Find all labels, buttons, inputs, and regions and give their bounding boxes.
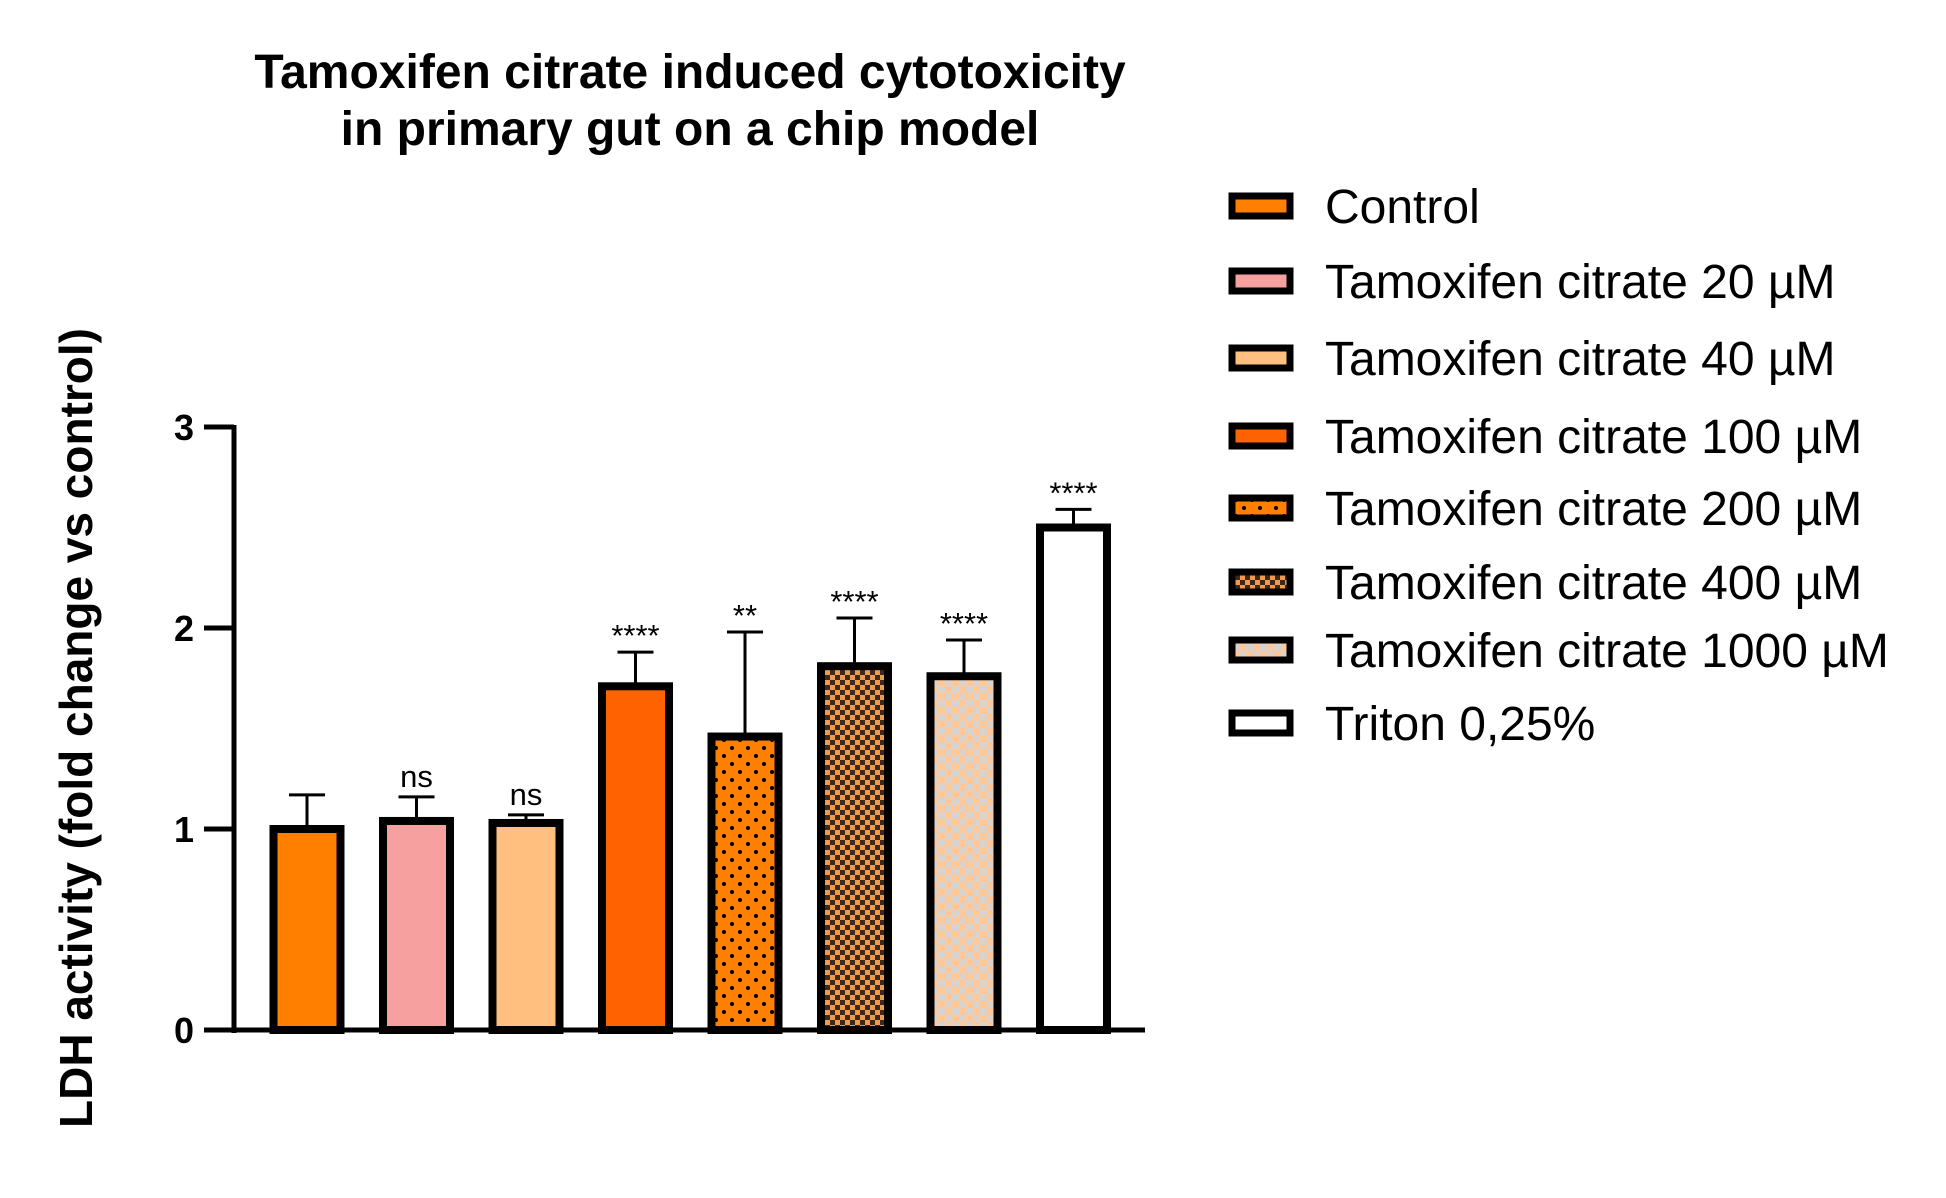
y-axis-label: LDH activity (fold change vs control) [50,328,102,1128]
legend-swatch [1228,192,1294,220]
significance-label: **** [611,618,659,653]
y-tick-label: 0 [174,1010,194,1051]
legend-swatch [1228,422,1294,450]
legend-label: Tamoxifen citrate 20 µM [1325,256,1836,309]
bar [488,818,564,1034]
y-axis-label-group: LDH activity (fold change vs control) [50,328,102,1128]
bar [926,672,1002,1034]
legend-label: Control [1325,181,1480,234]
significance-label: ns [400,759,433,794]
legend-swatch [1228,568,1294,596]
significance-label: **** [940,606,988,641]
bar [1036,523,1111,1034]
legend-swatch [1228,494,1294,522]
legend-label: Tamoxifen citrate 200 µM [1325,483,1862,536]
significance-label: ns [510,777,543,812]
bar [707,732,783,1034]
y-tick-label: 3 [174,407,194,448]
legend-label: Triton 0,25% [1325,698,1595,751]
chart-title-line: in primary gut on a chip model [341,103,1040,156]
bar [817,662,892,1034]
bar [379,816,454,1035]
y-tick-label: 2 [174,608,194,649]
legend-label: Tamoxifen citrate 100 µM [1325,411,1862,464]
legend-swatch [1228,709,1294,737]
y-tick-label: 1 [174,809,194,850]
bar [269,825,345,1034]
legend-swatch [1228,344,1294,372]
significance-label: ** [733,598,757,633]
chart-title-line: Tamoxifen citrate induced cytotoxicity [254,46,1126,99]
legend-swatch [1228,636,1294,664]
significance-label: **** [1049,475,1097,510]
legend-label: Tamoxifen citrate 40 µM [1325,333,1836,386]
legend: Control Tamoxifen citrate 20 µM Tamoxifen … [1228,181,1889,751]
significance-label: **** [830,584,878,619]
legend-label: Tamoxifen citrate 1000 µM [1325,625,1889,678]
bar [598,682,673,1034]
chart-title: Tamoxifen citrate induced cytotoxicityin… [254,46,1126,156]
legend-label: Tamoxifen citrate 400 µM [1325,557,1862,610]
legend-swatch [1228,267,1294,295]
